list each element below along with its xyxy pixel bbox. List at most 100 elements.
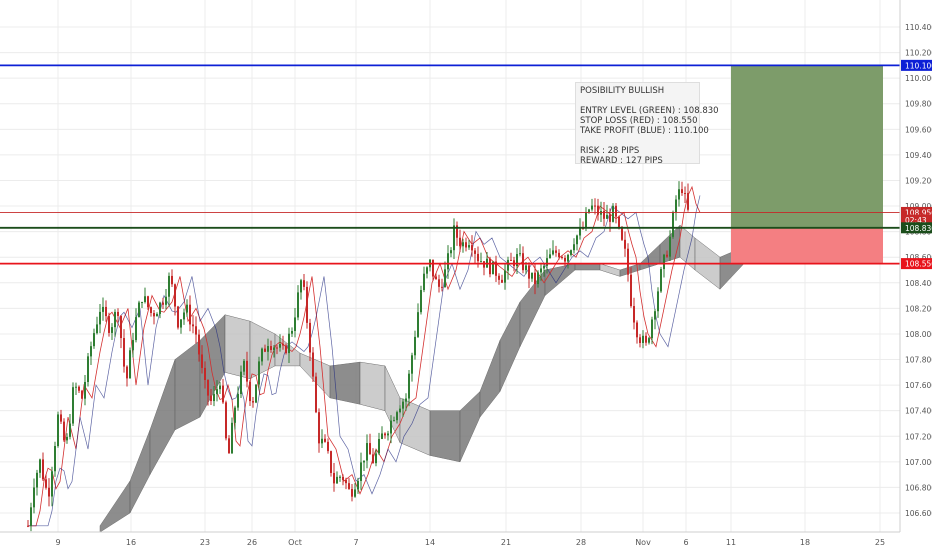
time-tick-label: 7 — [353, 538, 358, 547]
price-tick-label: 107.600 — [905, 381, 932, 390]
candle-body — [141, 301, 143, 303]
candle-body — [480, 261, 482, 263]
price-tick-label: 107.200 — [905, 432, 932, 441]
price-tick-label: 109.600 — [905, 125, 932, 134]
ichimoku-cloud-segment — [479, 340, 501, 418]
candle-body — [555, 250, 557, 253]
countdown-price-tag — [901, 214, 932, 226]
price-tick-label: 108.400 — [905, 279, 932, 288]
price-tick-label: 107.800 — [905, 356, 932, 365]
candle-body — [591, 205, 593, 210]
candle-body — [147, 296, 149, 308]
candle-body — [156, 313, 158, 317]
candle-body — [681, 189, 683, 194]
candle-body — [627, 248, 629, 275]
candle-body — [297, 292, 299, 318]
price-tick-label: 109.000 — [905, 202, 932, 211]
price-tick-label: 108.000 — [905, 330, 932, 339]
price-axis — [900, 0, 932, 550]
candle-body — [345, 479, 347, 484]
entry-price-label: 108.830 — [905, 224, 932, 233]
candle-body — [414, 336, 416, 356]
ichimoku-cloud-segment — [174, 339, 201, 431]
candle-body — [306, 286, 308, 323]
candle-body — [645, 335, 647, 343]
candle-body — [339, 476, 341, 478]
ichimoku-cloud-segment — [199, 314, 226, 419]
candle-body — [174, 284, 176, 307]
candle-body — [651, 319, 653, 339]
current-price-label: 108.950 — [905, 208, 932, 217]
candle-body — [456, 225, 458, 238]
entry-price-tag — [901, 222, 932, 234]
candle-body — [153, 313, 155, 317]
candle-body — [378, 438, 380, 454]
candle-body — [510, 259, 512, 261]
candle-body — [612, 205, 614, 222]
candle-body — [207, 379, 209, 396]
annotation-reward: REWARD : 127 PIPS — [580, 156, 663, 166]
candle-body — [33, 487, 35, 508]
candle-body — [672, 212, 674, 237]
stop-loss-zone — [731, 227, 883, 264]
time-tick-label: Nov — [635, 538, 651, 547]
trade-annotation: POSIBILITY BULLISH ENTRY LEVEL (GREEN) :… — [575, 82, 719, 166]
candle-body — [84, 381, 86, 399]
countdown-price-label: 02:43 — [905, 216, 927, 225]
kijun-line — [28, 195, 701, 527]
candle-body — [204, 367, 206, 380]
candle-body — [168, 275, 170, 297]
candle-body — [237, 394, 239, 408]
candle-body — [165, 296, 167, 305]
price-tick-label: 109.200 — [905, 176, 932, 185]
candle-body — [624, 239, 626, 249]
ichimoku-cloud-segment — [149, 359, 176, 476]
candle-body — [657, 291, 659, 312]
candle-body — [453, 225, 455, 251]
candle-body — [492, 261, 494, 275]
time-tick-label: 23 — [200, 538, 210, 547]
time-tick-label: 14 — [425, 538, 435, 547]
time-tick-label: 9 — [55, 538, 60, 547]
candle-body — [567, 254, 569, 262]
price-tick-label: 107.400 — [905, 407, 932, 416]
candle-body — [105, 306, 107, 317]
candle-body — [564, 257, 566, 262]
ichimoku-cloud-segment — [129, 429, 151, 514]
candle-body — [438, 279, 440, 287]
candle-body — [78, 386, 80, 391]
take-profit-zone — [731, 65, 883, 228]
time-tick-label: 18 — [800, 538, 810, 547]
candle-body — [669, 236, 671, 257]
candle-body — [300, 280, 302, 293]
candle-body — [411, 355, 413, 374]
candle-body — [396, 412, 398, 421]
candle-body — [552, 250, 554, 255]
candle-body — [534, 272, 536, 285]
candle-body — [27, 525, 29, 527]
candle-body — [198, 334, 200, 355]
candle-body — [504, 270, 506, 283]
candle-body — [129, 350, 131, 379]
candle-body — [30, 507, 32, 526]
candle-body — [258, 361, 260, 385]
candle-body — [171, 275, 173, 285]
candle-body — [687, 193, 689, 210]
candle-body — [468, 245, 470, 248]
candle-body — [303, 280, 305, 287]
current-price-tag — [901, 206, 932, 218]
annotation-risk: RISK : 28 PIPS — [580, 146, 640, 156]
candle-body — [558, 252, 560, 258]
candle-body — [111, 327, 113, 333]
candle-body — [678, 189, 680, 200]
candle-body — [240, 371, 242, 395]
ichimoku-cloud-segment — [384, 365, 401, 443]
candle-body — [615, 205, 617, 217]
candle-body — [372, 454, 374, 464]
candle-body — [333, 472, 335, 484]
candle-body — [291, 330, 293, 334]
candle-body — [177, 306, 179, 328]
candle-body — [417, 312, 419, 337]
candle-body — [183, 312, 185, 320]
